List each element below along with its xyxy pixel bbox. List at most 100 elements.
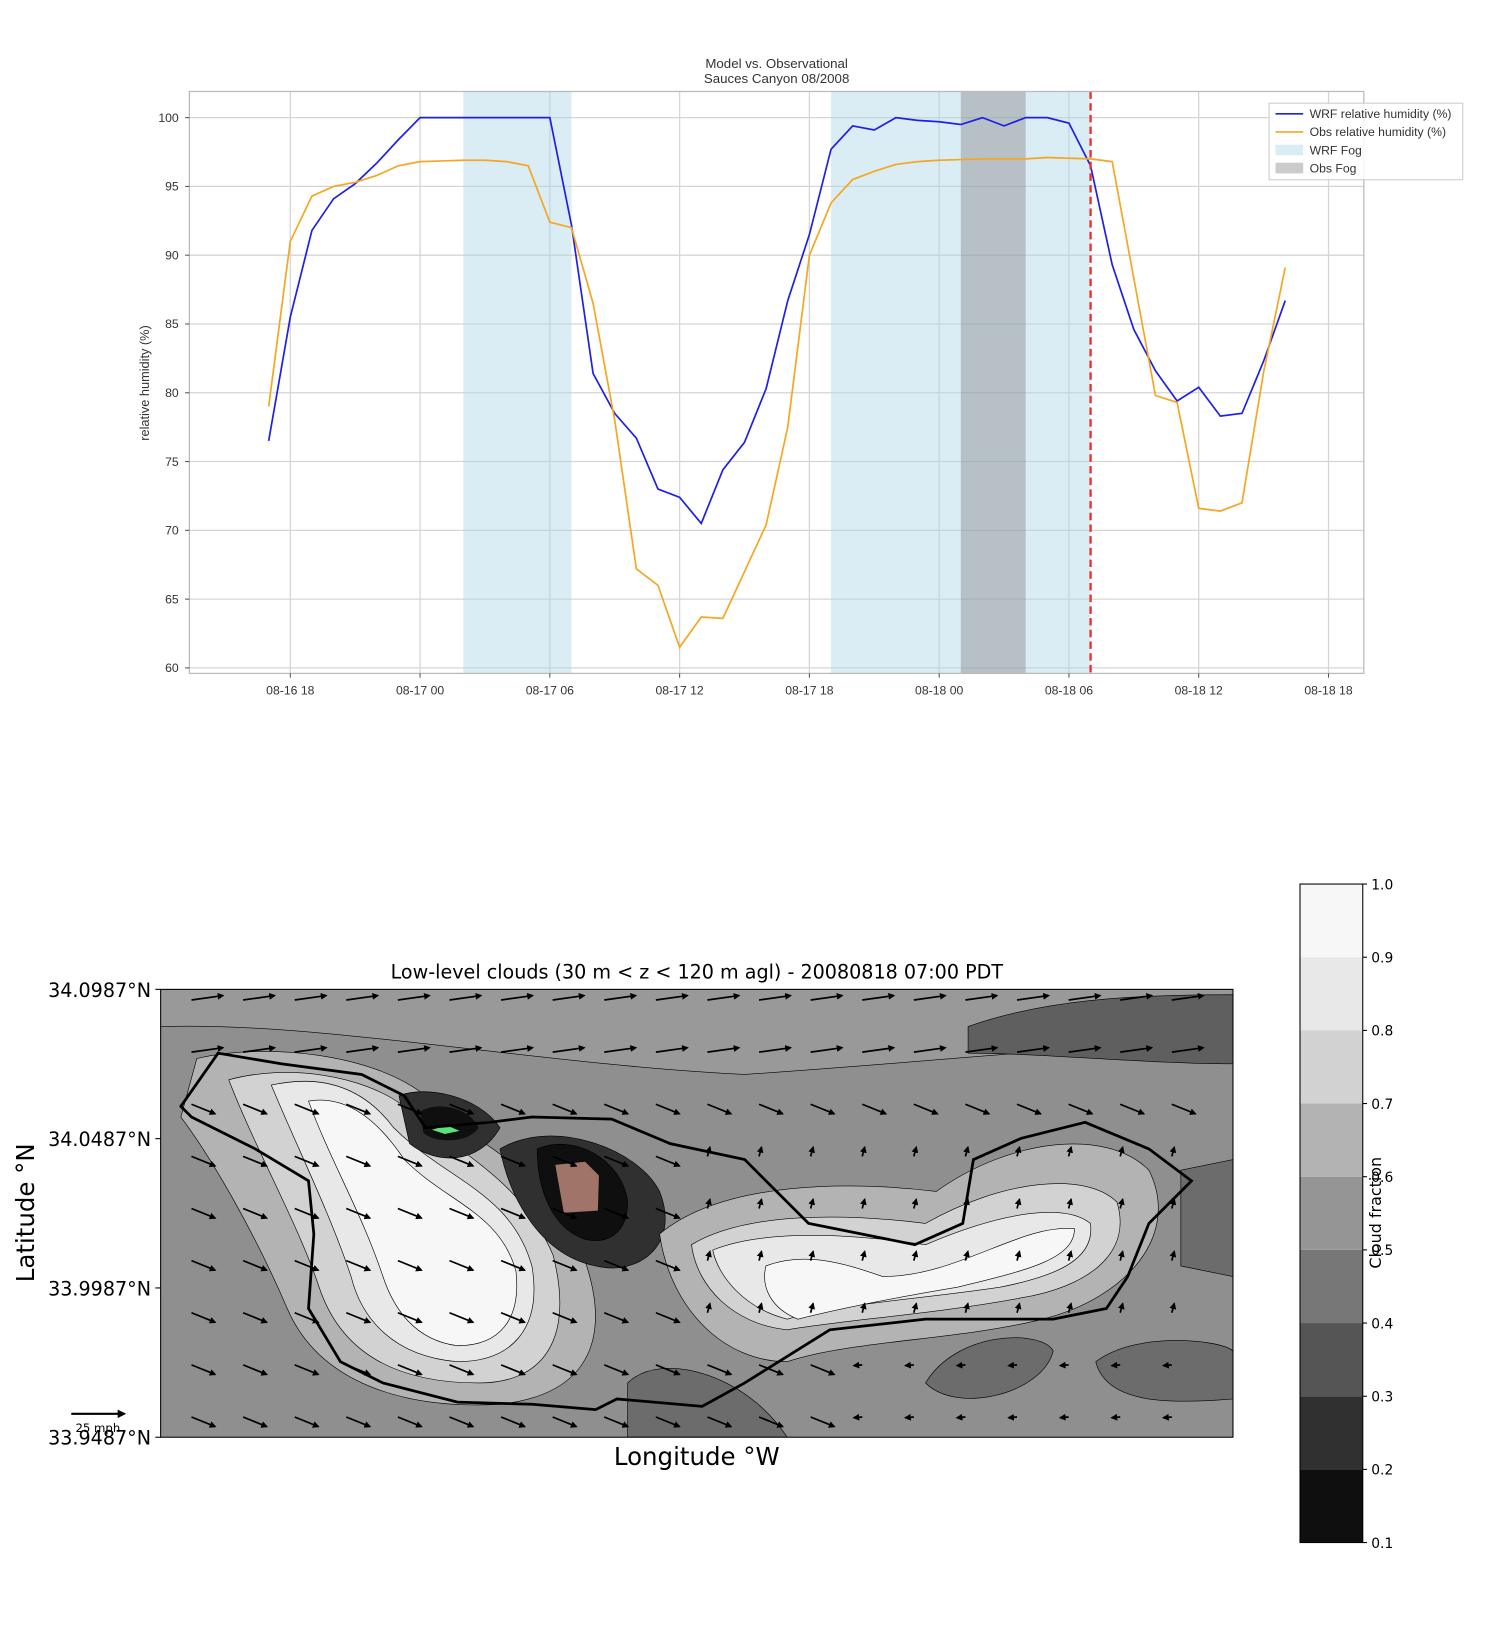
wind-arrow xyxy=(963,1145,970,1157)
x-tick-label: 08-18 18 xyxy=(1304,684,1352,698)
wind-arrow xyxy=(242,1103,269,1115)
wind-arrow xyxy=(500,1045,535,1053)
wind-arrow xyxy=(705,1250,712,1261)
wind-arrow xyxy=(191,1207,217,1220)
wind-arrow xyxy=(1066,1197,1073,1209)
wind-arrow xyxy=(552,1259,578,1272)
wind-arrow xyxy=(191,1311,217,1324)
y-tick-label: 85 xyxy=(165,317,179,331)
wind-arrow xyxy=(552,992,586,1001)
data-line xyxy=(267,156,1287,650)
wind-arrow xyxy=(707,992,741,1001)
wind-arrow xyxy=(500,1155,526,1168)
wind-arrow xyxy=(604,992,638,1001)
colorbar-band xyxy=(1300,1030,1363,1104)
wind-arrow xyxy=(1014,1145,1022,1157)
wind-arrow xyxy=(397,1045,431,1053)
y-tick-label: 95 xyxy=(165,180,179,194)
wind-arrow xyxy=(603,1155,630,1168)
wind-arrow xyxy=(500,1207,526,1220)
x-tick-label: 08-17 00 xyxy=(396,684,444,698)
wind-arrow xyxy=(500,1103,526,1115)
y-tick-label: 75 xyxy=(165,455,179,469)
wind-arrow xyxy=(1169,1145,1177,1157)
wind-arrow xyxy=(758,992,792,1001)
wind-arrow xyxy=(911,1302,919,1313)
wind-arrow xyxy=(345,1207,372,1220)
chart-title: Model vs. Observational xyxy=(705,56,848,71)
wind-arrow xyxy=(808,1302,815,1313)
wind-arrow xyxy=(860,1250,867,1261)
y-tick-label: 90 xyxy=(165,248,179,262)
colorbar-tick-label: 1.0 xyxy=(1371,877,1393,893)
wind-arrow xyxy=(1014,1197,1022,1209)
x-tick-label: 08-17 18 xyxy=(785,684,833,698)
y-axis-label: relative humidity (%) xyxy=(137,325,152,441)
wind-arrow xyxy=(345,1103,372,1115)
y-tick-label: 60 xyxy=(165,661,179,675)
y-tick-label: 34.0987°N xyxy=(48,979,151,1002)
wind-arrow xyxy=(191,1155,217,1168)
wind-arrow xyxy=(397,1103,423,1115)
legend-label: WRF relative humidity (%) xyxy=(1310,107,1452,121)
wind-arrow xyxy=(1014,1302,1022,1313)
wind-arrow xyxy=(1161,1361,1172,1369)
wind-arrow xyxy=(810,1103,836,1115)
colorbar-band xyxy=(1300,1396,1363,1470)
wind-arrow xyxy=(242,1416,269,1428)
wind-arrow xyxy=(756,1302,764,1313)
x-tick-label: 08-18 00 xyxy=(915,684,963,698)
wind-arrow xyxy=(860,1197,867,1209)
wind-arrow xyxy=(913,1045,947,1053)
bottom-chart: Low-level clouds (30 m < z < 120 m agl) … xyxy=(11,877,1393,1552)
wind-arrow xyxy=(242,1207,269,1220)
colorbar-band xyxy=(1300,884,1363,958)
wind-arrow xyxy=(242,1045,277,1053)
wind-arrow xyxy=(603,1259,630,1272)
wind-arrow xyxy=(965,1045,999,1053)
wind-arrow xyxy=(397,1259,423,1272)
wind-arrow xyxy=(1110,1413,1121,1421)
wind-arrow xyxy=(1016,992,1050,1001)
wind-arrow xyxy=(1068,1045,1102,1053)
wind-arrow xyxy=(965,1103,991,1115)
wind-arrow xyxy=(191,992,225,1001)
y-tick-label: 65 xyxy=(165,592,179,606)
wind-field xyxy=(191,992,1205,1428)
wind-arrow xyxy=(707,1103,733,1115)
wind-arrow xyxy=(707,1416,733,1428)
wind-arrow xyxy=(449,1207,475,1220)
wind-arrow xyxy=(500,1311,526,1324)
colorbar-band xyxy=(1300,1469,1363,1543)
top-chart: Model vs. Observational Sauces Canyon 08… xyxy=(137,56,1464,698)
wind-arrow xyxy=(810,1416,836,1428)
wind-arrow xyxy=(1066,1302,1073,1313)
wind-arrow xyxy=(1110,1361,1121,1369)
fog-span xyxy=(831,91,1091,674)
wind-arrow xyxy=(449,1311,475,1324)
colorbar-band xyxy=(1300,1176,1363,1250)
wind-arrow xyxy=(1007,1361,1018,1369)
wind-arrow xyxy=(1171,992,1205,1001)
wind-arrow xyxy=(242,1155,269,1168)
wind-arrow xyxy=(552,1311,578,1324)
wind-arrow xyxy=(345,1416,372,1428)
wind-arrow xyxy=(758,1364,784,1376)
wind-arrow xyxy=(449,1364,475,1376)
wind-arrow xyxy=(860,1302,867,1313)
wind-arrow xyxy=(346,1045,380,1053)
wind-arrow xyxy=(1058,1361,1069,1369)
x-tick-label: 08-16 18 xyxy=(266,684,314,698)
wind-arrow xyxy=(758,1416,784,1428)
wind-arrow xyxy=(808,1197,815,1209)
wind-arrow xyxy=(294,1045,328,1053)
wind-arrow xyxy=(705,1197,712,1209)
wind-arrow xyxy=(294,1311,320,1324)
wind-arrow xyxy=(294,1155,320,1168)
x-tick-label: 08-18 12 xyxy=(1175,684,1223,698)
legend-swatch xyxy=(1275,144,1304,156)
contour-fill xyxy=(925,1337,1054,1399)
wind-arrow xyxy=(191,1259,217,1272)
wind-arrow xyxy=(603,1364,630,1376)
